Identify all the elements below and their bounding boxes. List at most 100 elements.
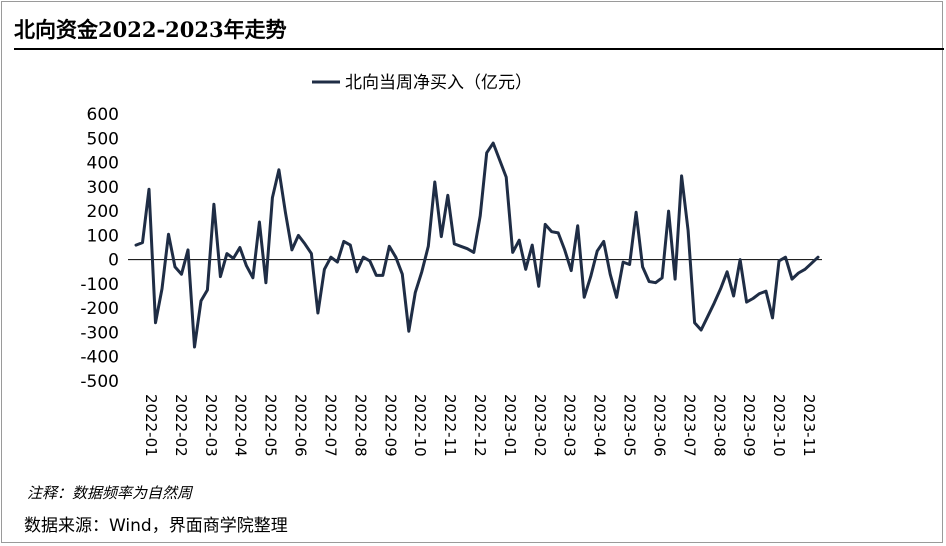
data-point (433, 181, 436, 184)
x-tick-label: 2023-10 (770, 394, 788, 457)
data-point (193, 346, 196, 349)
data-point (752, 297, 755, 300)
data-point (290, 248, 293, 251)
x-tick-label: 2023-07 (680, 394, 698, 457)
data-point (498, 159, 501, 162)
y-axis: 600 500 400 300 200 100 0 -100 -200 -300 -400 -500 (80, 105, 119, 392)
data-point (264, 281, 267, 284)
data-point (810, 262, 813, 265)
data-point (745, 301, 748, 304)
x-axis: 2022-01 2022-02 2022-03 2022-04 2022-05 2022-… (128, 259, 822, 457)
data-point (635, 211, 638, 214)
data-point (336, 261, 339, 264)
data-point (765, 290, 768, 293)
data-point (245, 264, 248, 267)
legend-label: 北向当周净买入（亿元） (345, 73, 532, 93)
y-tick-label: -500 (80, 372, 119, 392)
data-point (797, 272, 800, 275)
data-point (804, 268, 807, 271)
x-tick-label: 2022-12 (471, 394, 489, 457)
data-point (791, 278, 794, 281)
x-tick-label: 2022-04 (232, 394, 250, 457)
data-point (161, 287, 164, 290)
data-point (187, 248, 190, 251)
x-tick-label: 2023-08 (710, 394, 728, 457)
chart-legend: 北向当周净买入（亿元） (312, 73, 532, 93)
data-point (615, 296, 618, 299)
x-tick-label: 2022-05 (262, 394, 280, 457)
data-point (557, 231, 560, 234)
data-point (719, 287, 722, 290)
data-point (784, 256, 787, 259)
data-point (440, 235, 443, 238)
x-tick-label: 2022-01 (142, 394, 160, 457)
x-tick-label: 2022-11 (441, 394, 459, 457)
data-point (700, 329, 703, 332)
data-point (622, 261, 625, 264)
data-point (277, 168, 280, 171)
y-tick-label: 500 (87, 129, 119, 149)
data-point (654, 281, 657, 284)
x-tick-label: 2022-06 (292, 394, 310, 457)
data-point (381, 274, 384, 277)
data-point (674, 278, 677, 281)
x-tick-label: 2023-03 (561, 394, 579, 457)
data-point (167, 233, 170, 236)
footnote: 注释：数据频率为自然周 (27, 484, 193, 502)
data-point (251, 276, 254, 279)
y-tick-label: -200 (80, 299, 119, 319)
x-tick-label: 2023-05 (621, 394, 639, 457)
data-point (212, 203, 215, 206)
data-point (479, 214, 482, 217)
x-tick-label: 2022-03 (202, 394, 220, 457)
data-point (693, 321, 696, 324)
data-point (225, 252, 228, 255)
data-point (485, 151, 488, 154)
data-point (375, 274, 378, 277)
data-point (661, 276, 664, 279)
data-point (349, 244, 352, 247)
x-tick-label: 2022-10 (411, 394, 429, 457)
data-point (570, 269, 573, 272)
data-point (602, 240, 605, 243)
data-point (141, 241, 144, 244)
data-point (713, 302, 716, 305)
data-point (323, 268, 326, 271)
data-point (401, 273, 404, 276)
data-point (589, 275, 592, 278)
data-point (628, 263, 631, 266)
y-tick-label: 300 (87, 178, 119, 198)
data-point (394, 256, 397, 259)
y-tick-label: -100 (80, 275, 119, 295)
data-point (778, 259, 781, 262)
y-tick-label: 200 (87, 202, 119, 222)
data-point (446, 194, 449, 197)
data-point (453, 242, 456, 245)
y-tick-label: -400 (80, 348, 119, 368)
data-point (342, 240, 345, 243)
data-point (219, 275, 222, 278)
series-group (134, 141, 820, 349)
data-point (648, 280, 651, 283)
data-point (524, 268, 527, 271)
data-point (388, 245, 391, 248)
data-point (368, 259, 371, 262)
data-point (180, 273, 183, 276)
data-point (362, 256, 365, 259)
data-point (420, 270, 423, 273)
y-tick-label: 0 (108, 251, 119, 271)
data-point (706, 315, 709, 318)
data-point (316, 312, 319, 315)
data-point (531, 244, 534, 247)
data-point (355, 270, 358, 273)
data-point (687, 229, 690, 232)
data-point (472, 251, 475, 254)
data-point (238, 246, 241, 249)
data-point (505, 176, 508, 179)
data-point (732, 295, 735, 298)
x-tick-label: 2023-11 (800, 394, 818, 457)
data-point (407, 330, 410, 333)
x-tick-label: 2023-01 (501, 394, 519, 457)
data-point (596, 250, 599, 253)
